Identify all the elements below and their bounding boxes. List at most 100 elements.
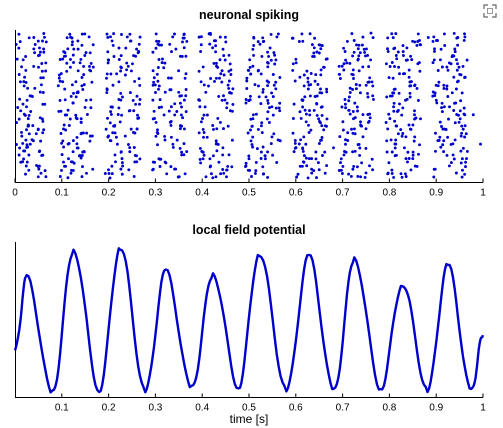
spike-point [439, 145, 443, 149]
raster-x-tick-label: 0 [12, 188, 18, 199]
spike-point [163, 90, 167, 94]
spike-point [278, 139, 282, 143]
spike-point [177, 175, 181, 179]
raster-x-tick-label: 0.8 [382, 188, 396, 199]
spike-point [132, 109, 136, 113]
spike-point [321, 154, 324, 157]
spike-point [197, 35, 201, 39]
spike-point [411, 123, 415, 127]
spike-point [127, 109, 131, 113]
spike-point [212, 39, 216, 43]
spike-point [342, 68, 346, 72]
spike-point [320, 113, 324, 117]
spike-point [182, 46, 186, 50]
spike-point [167, 76, 170, 80]
spike-point [198, 105, 202, 109]
spike-point [109, 72, 113, 76]
spike-point [251, 145, 255, 149]
spike-point [442, 83, 446, 87]
spike-point [347, 108, 351, 112]
spike-point [356, 174, 360, 178]
spike-point [222, 171, 226, 175]
spike-point [158, 98, 162, 102]
spike-point [106, 50, 110, 54]
spike-point [416, 32, 420, 36]
spike-point [320, 124, 324, 128]
spike-point [257, 68, 260, 72]
spike-point [168, 42, 172, 46]
spike-point [399, 172, 403, 176]
spike-point [257, 84, 260, 88]
spike-point [216, 65, 220, 69]
spike-point [432, 58, 436, 62]
spike-point [459, 149, 463, 153]
spike-point [248, 65, 252, 69]
spike-point [158, 157, 162, 161]
expand-icon[interactable] [483, 4, 497, 18]
spike-point [392, 105, 396, 109]
spike-point [413, 109, 416, 113]
spike-point [85, 171, 88, 175]
spike-point [250, 175, 253, 178]
spike-point [393, 146, 397, 150]
spike-point [317, 168, 321, 172]
spike-point [300, 164, 304, 168]
spike-point [461, 146, 465, 150]
spike-point [388, 117, 392, 121]
spike-point [137, 42, 141, 46]
spike-point [249, 117, 253, 121]
spike-point [441, 127, 445, 131]
spike-point [124, 46, 128, 50]
spike-point [418, 38, 421, 42]
spike-point [70, 36, 74, 40]
spike-point [432, 35, 436, 39]
spike-point [337, 169, 341, 172]
raster-x-tick-label: 0.5 [242, 188, 256, 199]
spike-point [74, 95, 78, 99]
spike-point [43, 169, 47, 173]
spike-point [275, 161, 279, 164]
spike-point [156, 132, 160, 135]
spike-point [393, 119, 397, 123]
spike-point [72, 91, 75, 95]
spike-point [293, 79, 297, 83]
spike-point [36, 175, 40, 179]
spike-point [108, 176, 112, 180]
spike-point [252, 53, 256, 57]
spike-point [252, 35, 256, 39]
spike-point [274, 106, 278, 110]
spike-point [306, 87, 310, 91]
spike-point [133, 79, 137, 83]
spike-point [156, 128, 159, 132]
spike-point [162, 66, 166, 70]
spike-point [249, 139, 253, 143]
spike-point [278, 76, 282, 79]
spike-point [170, 50, 173, 54]
spike-point [202, 83, 206, 87]
spike-point [398, 102, 401, 106]
spike-point [38, 50, 42, 54]
spike-point [211, 46, 215, 50]
spike-point [390, 61, 394, 64]
spike-point [462, 106, 466, 110]
raster-x-tick-label: 0.1 [55, 188, 69, 199]
spike-point [456, 43, 460, 47]
spike-point [157, 84, 161, 88]
spike-point [393, 87, 397, 91]
spike-point [354, 83, 358, 86]
spike-point [120, 172, 124, 176]
spike-point [208, 42, 212, 46]
spike-point [38, 46, 41, 50]
spike-point [205, 135, 209, 139]
spike-point [207, 32, 211, 36]
spike-point [183, 76, 187, 80]
spike-point [351, 110, 355, 113]
spike-point [217, 94, 221, 98]
spike-point [395, 57, 399, 61]
spike-point [434, 131, 437, 135]
spike-point [319, 47, 323, 51]
spike-point [42, 32, 46, 35]
spike-point [89, 98, 93, 102]
spike-point [58, 58, 62, 61]
spike-point [113, 153, 117, 157]
